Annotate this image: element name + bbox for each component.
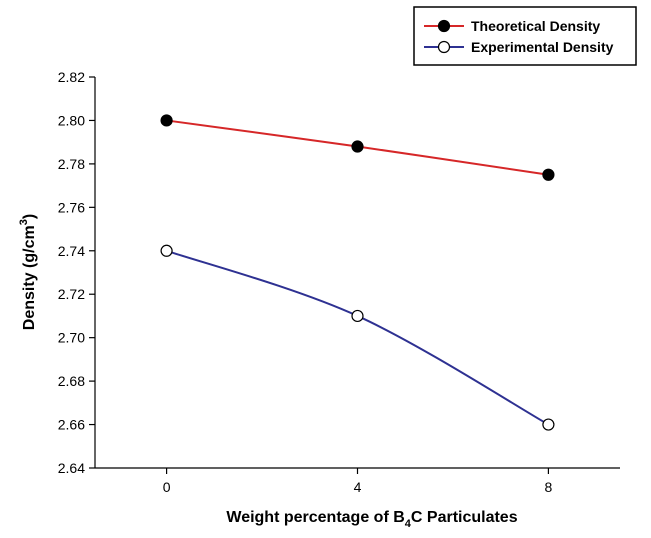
y-axis-title: Density (g/cm3) [18, 214, 38, 330]
data-point-theoretical-density [160, 114, 173, 127]
y-tick-label: 2.68 [58, 373, 85, 389]
legend-marker-experimental-density [437, 40, 451, 54]
legend: Theoretical Density Experimental Density [413, 6, 637, 66]
data-point-theoretical-density [542, 168, 555, 181]
legend-marker-theoretical-density [437, 19, 451, 33]
data-point-experimental-density [160, 244, 173, 257]
y-tick-label: 2.74 [58, 243, 85, 259]
y-tick-label: 2.82 [58, 69, 85, 85]
x-tick-label: 4 [354, 479, 362, 495]
series-points [160, 114, 555, 431]
legend-box [413, 6, 637, 66]
y-tick-label: 2.64 [58, 460, 85, 476]
y-tick-label: 2.78 [58, 156, 85, 172]
y-axis-title-superscript: 3 [18, 219, 30, 225]
x-axis-title: Weight percentage of B4C Particulates [226, 509, 517, 530]
y-tick-label: 2.80 [58, 112, 85, 128]
data-point-experimental-density [542, 418, 555, 431]
y-axis-title-suffix: ) [21, 214, 38, 219]
x-axis-title-prefix: Weight percentage of B [226, 509, 404, 526]
y-tick-label: 2.76 [58, 199, 85, 215]
y-tick-label: 2.72 [58, 286, 85, 302]
y-axis-title-prefix: Density (g/cm [21, 225, 38, 330]
x-axis-title-suffix: C Particulates [411, 509, 518, 526]
legend-label-experimental-density: Experimental Density [471, 39, 614, 55]
x-tick-label: 0 [163, 479, 171, 495]
data-point-theoretical-density [351, 140, 364, 153]
y-axis-ticks: 2.64 2.66 2.68 2.70 2.72 2.74 2.76 2.78 2.80 2.82 [58, 69, 95, 476]
y-tick-label: 2.70 [58, 330, 85, 346]
y-tick-label: 2.66 [58, 417, 85, 433]
data-point-experimental-density [351, 309, 364, 323]
x-tick-label: 8 [545, 479, 553, 495]
x-axis-ticks: 0 4 8 [163, 468, 553, 495]
x-axis-title-subscript: 4 [405, 518, 412, 530]
legend-label-theoretical-density: Theoretical Density [471, 18, 600, 34]
